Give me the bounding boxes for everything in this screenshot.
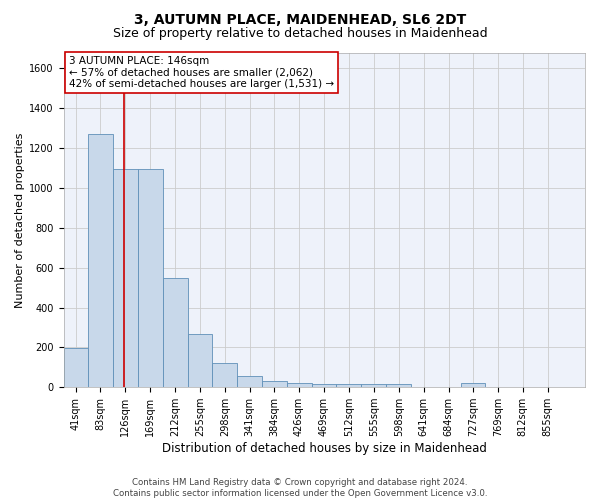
Bar	[137, 169, 163, 387]
Bar	[311, 384, 337, 387]
Text: Contains HM Land Registry data © Crown copyright and database right 2024.
Contai: Contains HM Land Registry data © Crown c…	[113, 478, 487, 498]
Bar	[287, 383, 311, 387]
Bar	[461, 383, 485, 387]
Bar	[64, 348, 88, 387]
Y-axis label: Number of detached properties: Number of detached properties	[15, 132, 25, 308]
X-axis label: Distribution of detached houses by size in Maidenhead: Distribution of detached houses by size …	[162, 442, 487, 455]
Bar	[188, 334, 212, 387]
Text: 3, AUTUMN PLACE, MAIDENHEAD, SL6 2DT: 3, AUTUMN PLACE, MAIDENHEAD, SL6 2DT	[134, 12, 466, 26]
Bar	[238, 376, 262, 387]
Bar	[262, 381, 287, 387]
Text: Size of property relative to detached houses in Maidenhead: Size of property relative to detached ho…	[113, 28, 487, 40]
Text: 3 AUTUMN PLACE: 146sqm
← 57% of detached houses are smaller (2,062)
42% of semi-: 3 AUTUMN PLACE: 146sqm ← 57% of detached…	[69, 56, 334, 89]
Bar	[113, 169, 137, 387]
Bar	[88, 134, 113, 387]
Bar	[163, 278, 188, 387]
Bar	[337, 384, 361, 387]
Bar	[212, 364, 238, 387]
Bar	[361, 384, 386, 387]
Bar	[386, 384, 411, 387]
